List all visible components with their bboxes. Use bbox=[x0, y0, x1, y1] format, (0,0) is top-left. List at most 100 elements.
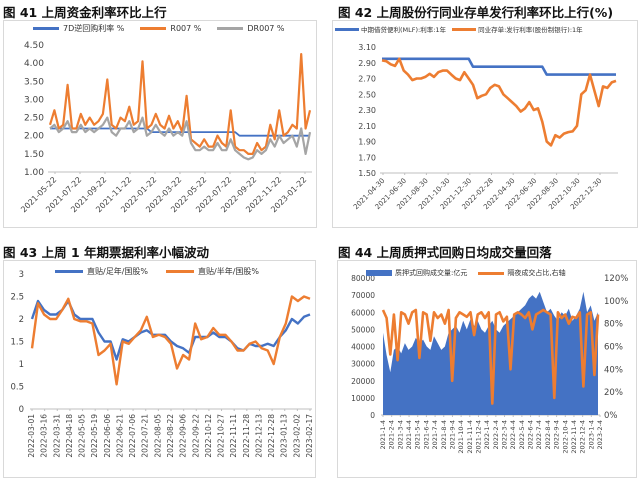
y-tick-label: 1.50 bbox=[358, 169, 376, 178]
x-tick-label: 2022-6-4 bbox=[527, 420, 535, 450]
y2-tick-label: 60% bbox=[604, 343, 623, 353]
chart-44: 0 10000 20000 30000 40000 50000 60000 70000 8000… bbox=[351, 274, 628, 454]
y-tick-label: 3.00 bbox=[24, 95, 44, 105]
legend-label: 同业存单:发行利率(股份制银行):1年 bbox=[478, 26, 583, 34]
legend-label: 隔夜成交占比,右轴 bbox=[507, 269, 566, 277]
y-tick-label: 0 bbox=[19, 405, 24, 415]
chart-43-legend: 直贴/足年/国股% 直贴/半年/国股% bbox=[55, 266, 259, 277]
legend-swatch-repo-volume bbox=[366, 270, 392, 276]
legend-swatch-half-year bbox=[166, 270, 194, 273]
x-tick-label: 2022-12-4 bbox=[579, 420, 587, 454]
x-tick-label: 2021-6-4 bbox=[422, 420, 430, 450]
x-tick-label: 2021-9-4 bbox=[448, 420, 456, 450]
x-tick-label: 2021-3-4 bbox=[396, 420, 404, 450]
legend-label: 7D逆回购利率 % bbox=[63, 24, 125, 33]
chart-43: 0 0.5 1 1.5 2 2.5 3 2022-03-01 2022-03-16 2022-03… bbox=[10, 270, 314, 458]
y-tick-label: 60000 bbox=[351, 308, 375, 317]
y-tick-label: 4.50 bbox=[24, 41, 44, 51]
legend-swatch-full-year bbox=[55, 270, 83, 273]
x-tick-label: 2022-09-06 bbox=[179, 414, 188, 458]
legend-swatch-r007 bbox=[140, 27, 167, 30]
y-tick-label: 2.50 bbox=[358, 90, 376, 99]
chart-42: 1.501.701.902.102.302.502.702.903.102021… bbox=[352, 43, 618, 211]
chart-43-title: 图 43 上周 1 年期票据利率小幅波动 bbox=[3, 245, 210, 260]
x-tick-label: 2022-06-21 bbox=[115, 414, 124, 458]
x-tick-label: 2022-8-4 bbox=[544, 420, 552, 450]
chart-42-legend: 中期借贷便利(MLF):利率:1年 同业存单:发行利率(股份制银行):1年 bbox=[335, 24, 583, 34]
x-tick-label: 2021-4-4 bbox=[405, 420, 413, 450]
x-tick-label: 2022-03-16 bbox=[40, 414, 49, 458]
x-tick-label: 2022-09-22 bbox=[191, 414, 200, 458]
x-tick-label: 2022-05-19 bbox=[90, 414, 99, 458]
y-tick-label: 1.50 bbox=[24, 150, 44, 160]
x-tick-label: 2022-10-12 bbox=[204, 414, 213, 458]
legend-swatch-overnight-share bbox=[478, 271, 505, 275]
x-tick-label: 2021-1-4 bbox=[379, 420, 387, 450]
y-tick-label: 1.70 bbox=[358, 153, 376, 162]
x-tick-label: 2022-3-4 bbox=[501, 420, 509, 450]
chart-41-panel bbox=[3, 20, 317, 228]
x-tick-label: 2021-2-4 bbox=[388, 420, 396, 450]
y-tick-label: 3.10 bbox=[358, 43, 376, 52]
line-series- bbox=[30, 299, 311, 361]
y-tick-label: 2.50 bbox=[24, 114, 44, 124]
y2-tick-label: 100% bbox=[604, 297, 628, 307]
line-series-dr007 bbox=[49, 116, 312, 161]
legend-swatch-mlf bbox=[335, 27, 359, 31]
x-tick-label: 2021-8-4 bbox=[440, 420, 448, 450]
y-tick-label: 2.30 bbox=[358, 106, 376, 115]
y-tick-label: 1.00 bbox=[24, 168, 44, 178]
x-tick-label: 2021-12-4 bbox=[474, 420, 482, 454]
x-tick-label: 2022-12-13 bbox=[254, 414, 263, 458]
chart-43-panel bbox=[3, 260, 316, 478]
x-tick-label: 2022-05-05 bbox=[78, 414, 87, 458]
x-tick-label: 2021-11-4 bbox=[466, 420, 474, 454]
x-tick-label: 2022-7-4 bbox=[535, 420, 543, 450]
y2-tick-label: 120% bbox=[604, 274, 628, 284]
legend-label: 直贴/半年/国股% bbox=[198, 267, 259, 276]
y-tick-label: 4.00 bbox=[24, 59, 44, 69]
x-tick-label: 2022-03-31 bbox=[52, 414, 61, 458]
x-tick-label: 2021-5-4 bbox=[414, 420, 422, 450]
line-series- bbox=[381, 308, 600, 405]
line-series-7d bbox=[50, 127, 310, 137]
y-tick-label: 1.5 bbox=[10, 338, 24, 348]
y-tick-label: 2 bbox=[19, 315, 24, 325]
chart-42-title: 图 42 上周股份行同业存单发行利率环比上行(%) bbox=[338, 5, 614, 20]
x-tick-label: 2022-12-28 bbox=[267, 414, 276, 458]
legend-label: DR007 % bbox=[247, 24, 285, 33]
y-tick-label: 2.5 bbox=[10, 293, 24, 303]
x-tick-label: 2022-2-4 bbox=[492, 420, 500, 450]
y-tick-label: 3.50 bbox=[24, 77, 44, 87]
x-tick-label: 2022-11-4 bbox=[570, 420, 578, 454]
chart-41: 1.001.502.002.503.003.504.004.502021-05-… bbox=[19, 41, 312, 214]
x-tick-label: 2023-02-02 bbox=[292, 414, 301, 458]
y-tick-label: 1.90 bbox=[358, 138, 376, 147]
x-tick-label: 2022-08-22 bbox=[166, 414, 175, 458]
y2-tick-label: 20% bbox=[604, 388, 623, 398]
chart-44-panel bbox=[337, 260, 637, 478]
x-tick-label: 2022-10-27 bbox=[217, 414, 226, 458]
legend-label: 直贴/足年/国股% bbox=[87, 267, 148, 276]
chart-44-legend: 质押式回购成交量:亿元 隔夜成交占比,右轴 bbox=[366, 268, 566, 278]
x-tick-label: 2021-7-4 bbox=[431, 420, 439, 450]
x-tick-label: 2022-03-01 bbox=[27, 414, 36, 458]
chart-44-title: 图 44 上周质押式回购日均成交量回落 bbox=[338, 245, 552, 260]
x-tick-label: 2022-11-28 bbox=[242, 414, 251, 458]
x-tick-label: 2022-5-4 bbox=[518, 420, 526, 450]
y-tick-label: 20000 bbox=[351, 377, 375, 386]
x-tick-label: 2022-08-05 bbox=[153, 414, 162, 458]
chart-41-legend: 7D逆回购利率 % R007 % DR007 % bbox=[33, 23, 285, 34]
y2-tick-label: 80% bbox=[604, 320, 623, 330]
y-tick-label: 40000 bbox=[351, 343, 375, 352]
legend-label: R007 % bbox=[170, 24, 202, 33]
x-tick-label: 2022-1-4 bbox=[483, 420, 491, 450]
line-series-1 bbox=[381, 57, 617, 147]
line-series- bbox=[30, 295, 311, 386]
y-tick-label: 3 bbox=[19, 270, 24, 280]
y-tick-label: 70000 bbox=[351, 291, 375, 300]
x-tick-label: 2022-07-21 bbox=[141, 414, 150, 458]
y-tick-label: 1 bbox=[19, 360, 24, 370]
legend-swatch-dr007 bbox=[217, 27, 244, 30]
